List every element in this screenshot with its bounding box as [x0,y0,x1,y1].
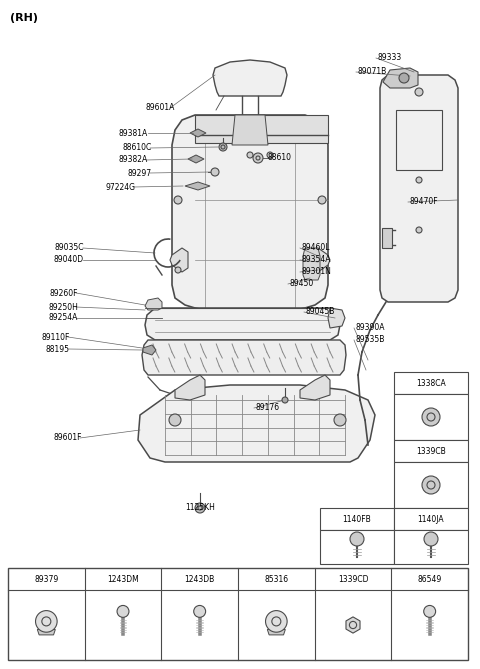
Circle shape [117,605,129,617]
Bar [8,568,468,660]
Circle shape [424,605,436,617]
Text: 89601F: 89601F [53,434,82,442]
Polygon shape [143,345,156,355]
Text: 89301N: 89301N [302,268,332,276]
Circle shape [282,397,288,403]
Circle shape [169,414,181,426]
Text: 89071B: 89071B [358,68,387,76]
Polygon shape [300,375,330,400]
Text: 89040D: 89040D [54,256,84,264]
Circle shape [267,152,273,158]
Polygon shape [170,248,188,272]
Text: 88195: 88195 [46,345,70,353]
Circle shape [36,611,57,632]
Bar [394,462,468,508]
Text: 1339CD: 1339CD [338,575,368,583]
Polygon shape [382,228,392,248]
Circle shape [416,227,422,233]
Text: 97224G: 97224G [106,183,136,191]
Circle shape [399,73,409,83]
Text: 88610C: 88610C [123,143,152,153]
Polygon shape [267,630,285,635]
Text: 89535B: 89535B [356,335,385,345]
Circle shape [424,532,438,546]
Circle shape [350,532,364,546]
Bar [394,372,468,394]
Polygon shape [145,308,340,340]
Text: 89460L: 89460L [302,244,331,252]
Text: 1140JA: 1140JA [418,514,444,524]
Text: 86549: 86549 [418,575,442,583]
Circle shape [253,153,263,163]
Polygon shape [172,115,328,320]
Bar [394,440,468,462]
Text: 89250H: 89250H [48,302,78,312]
Text: 89110F: 89110F [42,332,70,341]
Polygon shape [37,630,55,635]
Circle shape [247,152,253,158]
Polygon shape [175,375,205,400]
Circle shape [422,476,440,494]
Text: 89045B: 89045B [305,308,335,316]
Text: 1243DB: 1243DB [184,575,215,583]
Circle shape [416,177,422,183]
Polygon shape [142,340,346,375]
Text: 1338CA: 1338CA [416,379,446,387]
Text: 88610: 88610 [268,153,292,163]
Polygon shape [138,385,375,462]
Bar [195,115,328,143]
Text: 89601A: 89601A [145,104,175,112]
Circle shape [211,168,219,176]
Circle shape [318,196,326,204]
Polygon shape [188,155,204,163]
Polygon shape [380,75,458,302]
Text: 1243DM: 1243DM [107,575,139,583]
Text: 85316: 85316 [264,575,288,583]
Text: 89379: 89379 [34,575,59,583]
Circle shape [219,143,227,151]
Polygon shape [328,308,345,328]
Circle shape [174,196,182,204]
Text: (RH): (RH) [10,13,38,23]
Bar [394,508,468,530]
Bar [320,530,394,564]
Bar [396,110,442,170]
Circle shape [415,88,423,96]
Polygon shape [312,248,330,272]
Text: 89260F: 89260F [49,288,78,298]
Polygon shape [190,129,206,137]
Bar [394,530,468,564]
Polygon shape [303,248,320,280]
Text: 1125KH: 1125KH [185,504,215,512]
Text: 89297: 89297 [128,169,152,177]
Text: 89470F: 89470F [410,197,439,207]
Polygon shape [232,115,268,145]
Circle shape [195,503,205,513]
Circle shape [334,414,346,426]
Text: 89390A: 89390A [356,324,385,332]
Bar [394,394,468,440]
Circle shape [175,267,181,273]
Text: 89354A: 89354A [302,256,332,264]
Text: 89035C: 89035C [55,244,84,252]
Polygon shape [185,182,210,190]
Text: 89333: 89333 [378,54,402,62]
Polygon shape [346,617,360,633]
Polygon shape [145,298,162,310]
Text: 1140FB: 1140FB [343,514,372,524]
Circle shape [422,408,440,426]
Bar [320,508,394,530]
Text: 89176: 89176 [256,403,280,413]
Circle shape [265,611,287,632]
Text: 89450: 89450 [290,280,314,288]
Polygon shape [213,60,287,96]
Circle shape [194,605,205,617]
Text: 1339CB: 1339CB [416,446,446,456]
Text: 89382A: 89382A [119,155,148,165]
Text: 89381A: 89381A [119,128,148,138]
Text: 89254A: 89254A [48,314,78,322]
Polygon shape [383,68,418,88]
